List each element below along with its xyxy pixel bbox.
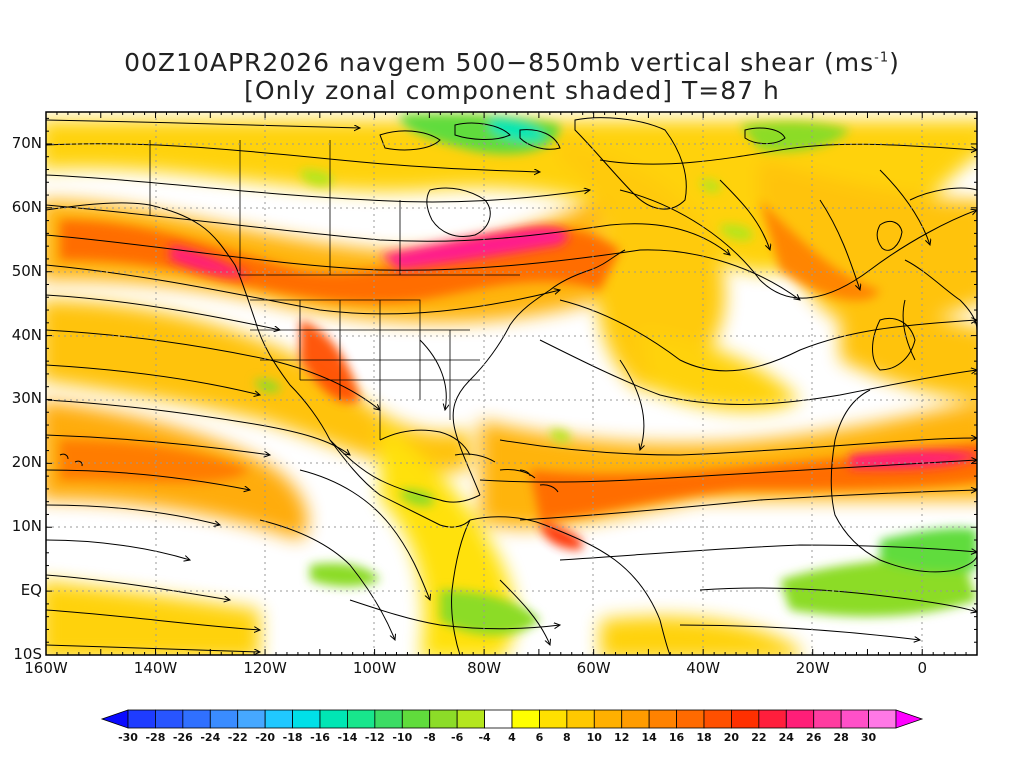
colorbar-label: -16	[310, 731, 330, 744]
colorbar-label: 18	[696, 731, 712, 744]
latitude-label: 50N	[11, 261, 42, 280]
longitude-label: 60W	[576, 659, 611, 677]
colorbar-label: 6	[535, 731, 544, 744]
colorbar-label: 30	[860, 731, 877, 744]
colorbar-label: -24	[200, 731, 221, 744]
colorbar-label: 14	[641, 731, 657, 744]
colorbar-label: 24	[778, 731, 794, 744]
colorbar-under-triangle	[100, 709, 129, 729]
colorbar-label: 16	[668, 731, 685, 744]
colorbar-swatch	[593, 709, 623, 729]
colorbar-label: -8	[423, 731, 436, 744]
colorbar-label: 12	[614, 731, 630, 744]
colorbar-swatch	[264, 709, 293, 729]
longitude-label: 160W	[24, 659, 68, 677]
colorbar-swatch	[703, 709, 732, 729]
longitude-label: 80W	[467, 659, 502, 677]
colorbar-swatch	[319, 709, 348, 729]
colorbar-label: -26	[172, 731, 193, 744]
colorbar-label: 22	[751, 731, 767, 744]
colorbar-swatch	[127, 709, 156, 729]
streamline-layer	[46, 119, 977, 652]
colorbar-label: -12	[364, 731, 385, 744]
colorbar-swatch	[456, 709, 485, 729]
latitude-label: 70N	[11, 133, 42, 152]
colorbar-over-triangle	[895, 709, 924, 729]
colorbar-label: -10	[392, 731, 413, 744]
plot-frame	[45, 111, 978, 656]
colorbar-label: -14	[337, 731, 358, 744]
colorbar-label: -6	[451, 731, 464, 744]
colorbar-swatch	[484, 709, 513, 729]
colorbar-swatch	[155, 709, 184, 729]
latitude-label: 10S	[13, 645, 42, 663]
latitude-label: 40N	[11, 325, 42, 344]
colorbar-label: -28	[145, 731, 166, 744]
latitude-label: EQ	[20, 581, 42, 600]
longitude-label: 140W	[133, 659, 178, 677]
colorbar-swatch	[209, 709, 239, 729]
latitude-label: 10N	[11, 517, 42, 536]
longitude-label: 100W	[352, 659, 397, 677]
longitude-label: 0	[917, 659, 927, 677]
colorbar-label: -4	[478, 731, 491, 744]
colorbar-swatch	[401, 709, 431, 729]
colorbar-swatch	[374, 709, 403, 729]
latitude-label: 60N	[11, 197, 42, 216]
axis-ticks	[45, 112, 978, 656]
colorbar-swatch	[566, 709, 595, 729]
chart-title-line1: 00Z10APR2026 navgem 500−850mb vertical s…	[124, 48, 900, 77]
colorbar-swatch	[429, 709, 458, 729]
colorbar-label: 4	[508, 731, 516, 744]
colorbar-swatch	[237, 709, 266, 729]
longitude-label: 120W	[243, 659, 287, 677]
colorbar-swatch	[868, 709, 897, 729]
colorbar-swatch	[182, 709, 211, 729]
colorbar-label: 8	[563, 731, 571, 744]
graticule	[46, 112, 977, 655]
colorbar-label: -30	[118, 731, 138, 744]
latitude-label: 30N	[11, 389, 42, 408]
colorbar-swatch	[648, 709, 677, 729]
colorbar-label: 10	[586, 731, 602, 744]
colorbar-swatch	[292, 709, 321, 729]
colorbar-swatch	[785, 709, 815, 729]
colorbar-swatch	[676, 709, 705, 729]
colorbar-label: 26	[806, 731, 822, 744]
colorbar-label: 20	[723, 731, 740, 744]
colorbar-label: -20	[255, 731, 276, 744]
colorbar-swatch	[621, 709, 650, 729]
colorbar-swatch	[347, 709, 376, 729]
latitude-label: 20N	[11, 453, 42, 472]
colorbar-label: -22	[227, 731, 248, 744]
colorbar	[100, 709, 924, 729]
longitude-label: 20W	[795, 659, 830, 677]
colorbar-label: 28	[833, 731, 849, 744]
colorbar-swatch	[539, 709, 568, 729]
colorbar-swatch	[813, 709, 842, 729]
colorbar-swatch	[511, 709, 540, 729]
chart-title-line2: [Only zonal component shaded] T=87 h	[244, 76, 780, 105]
colorbar-swatch	[758, 709, 787, 729]
colorbar-swatch	[840, 709, 869, 729]
colorbar-swatch	[731, 709, 760, 729]
longitude-label: 40W	[686, 659, 721, 677]
shear-shading-layer	[46, 112, 977, 655]
colorbar-label: -18	[282, 731, 303, 744]
